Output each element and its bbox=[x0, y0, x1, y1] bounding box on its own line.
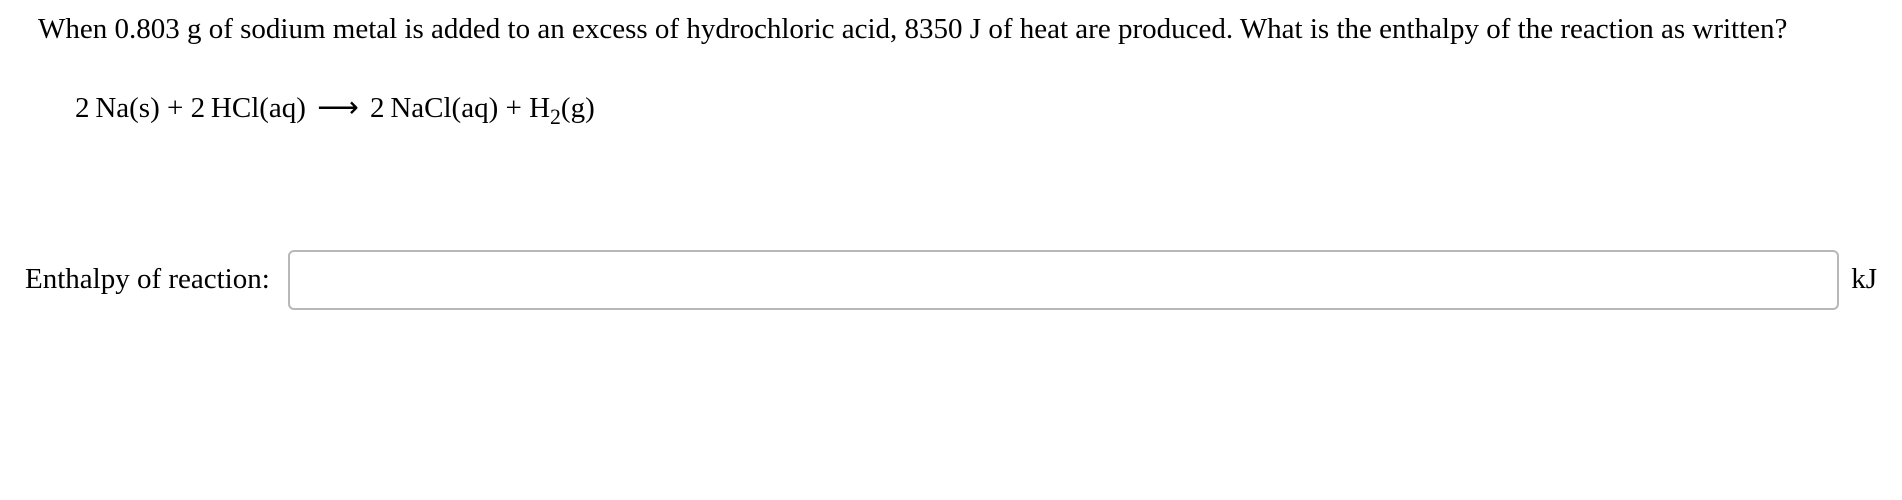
eq-right-coef1: 2 bbox=[370, 92, 385, 124]
question-container: When 0.803 g of sodium metal is added to… bbox=[0, 0, 1902, 310]
eq-right-species1: NaCl(aq) bbox=[390, 92, 498, 124]
eq-left-species2: HCl(aq) bbox=[211, 92, 306, 124]
question-text: When 0.803 g of sodium metal is added to… bbox=[0, 0, 1902, 52]
answer-row: Enthalpy of reaction: kJ bbox=[0, 130, 1902, 310]
eq-left-species1: Na(s) bbox=[95, 92, 159, 124]
eq-right-state: (g) bbox=[561, 92, 595, 124]
eq-left-coef2: 2 bbox=[191, 92, 206, 124]
enthalpy-input[interactable] bbox=[288, 250, 1839, 310]
chemical-equation: 2 Na(s) + 2 HCl(aq) ⟶ 2 NaCl(aq) + H2(g) bbox=[0, 52, 1902, 131]
eq-left-coef1: 2 bbox=[75, 92, 90, 124]
answer-label: Enthalpy of reaction: bbox=[25, 258, 288, 302]
eq-right-sub: 2 bbox=[550, 104, 561, 128]
reaction-arrow-icon: ⟶ bbox=[313, 87, 363, 131]
answer-unit: kJ bbox=[1839, 258, 1877, 302]
eq-right-h: H bbox=[529, 92, 550, 124]
eq-right-plus1: + bbox=[498, 92, 529, 124]
eq-left-plus1: + bbox=[160, 92, 191, 124]
